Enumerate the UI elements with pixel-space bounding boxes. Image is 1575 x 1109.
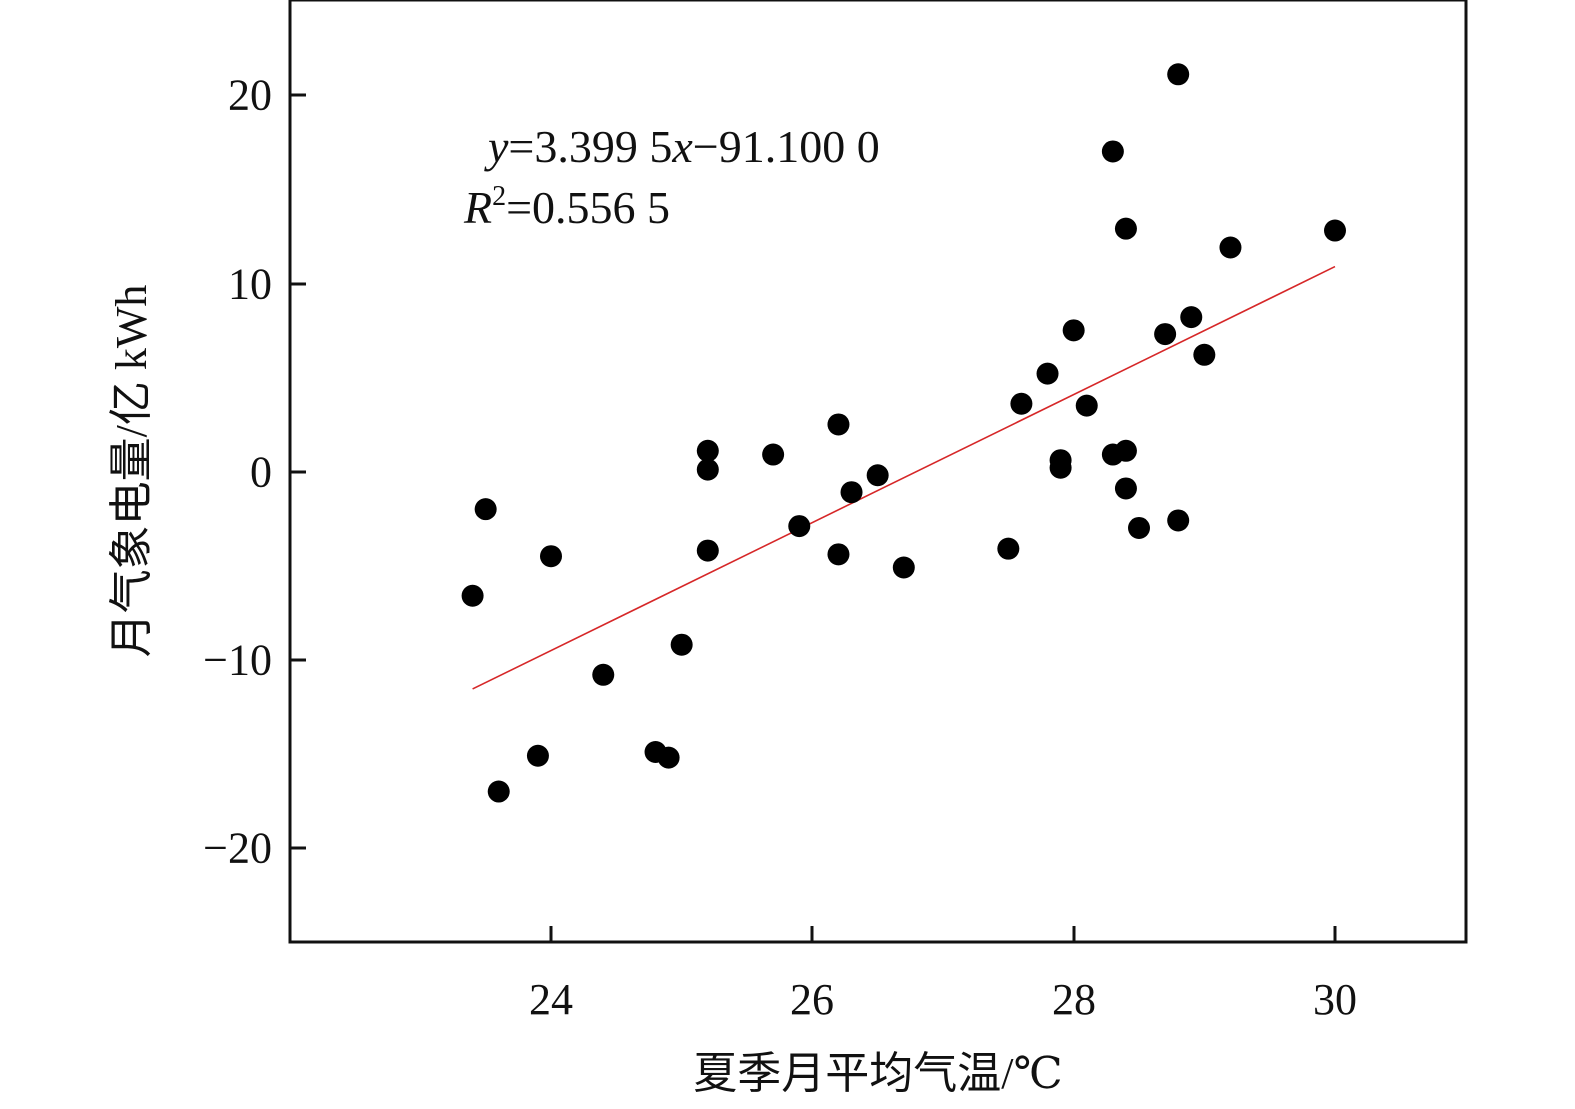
data-point [487, 780, 510, 803]
data-point [1180, 306, 1203, 329]
data-point [696, 439, 719, 462]
data-point [1036, 362, 1059, 385]
data-point [1010, 392, 1033, 415]
y-tick-label: 10 [228, 260, 272, 309]
regression-equation: y=3.399 5x−91.100 0 [484, 121, 880, 172]
y-axis-title: 月气象电量/亿 kWh [107, 285, 156, 658]
equation-y-var: y [484, 121, 509, 172]
data-point [892, 556, 915, 579]
data-point [1101, 140, 1124, 163]
data-point [696, 458, 719, 481]
y-tick-label: 20 [228, 71, 272, 120]
equation-intercept: −91.100 0 [693, 121, 880, 172]
data-point [1219, 236, 1242, 259]
x-tick-label: 24 [529, 975, 573, 1024]
data-point [1128, 516, 1150, 539]
data-points-layer [461, 63, 1346, 803]
x-tick-label: 26 [790, 975, 834, 1024]
data-point [1114, 477, 1137, 500]
data-point [696, 539, 719, 562]
data-point [1193, 343, 1216, 366]
data-point [1154, 323, 1177, 346]
y-axis: 20 10 0 −10 −20 [203, 71, 306, 873]
x-tick-label: 28 [1052, 975, 1096, 1024]
data-point [762, 443, 785, 466]
data-point [1324, 219, 1346, 242]
data-point [1075, 394, 1098, 417]
data-point [997, 537, 1020, 560]
data-point [840, 481, 863, 504]
equation-coefficient: =3.399 5 [508, 121, 672, 172]
data-point [1062, 319, 1085, 342]
r-squared: R2=0.556 5 [463, 181, 670, 233]
data-point [827, 543, 850, 566]
data-point [788, 515, 811, 538]
data-point [461, 584, 484, 607]
y-tick-label: −20 [203, 824, 272, 873]
r-squared-value: =0.556 5 [506, 182, 670, 233]
data-point [657, 746, 680, 769]
x-axis-title: 夏季月平均气温/℃ [693, 1049, 1062, 1098]
data-point [474, 498, 497, 521]
data-point [540, 545, 562, 568]
data-point [1049, 456, 1072, 479]
equation-x-var: x [671, 121, 693, 172]
r-squared-var: R [463, 182, 492, 233]
x-tick-label: 30 [1313, 975, 1357, 1024]
data-point [526, 744, 549, 767]
data-point [1114, 217, 1137, 240]
y-tick-label: 0 [250, 448, 272, 497]
regression-fit-line [472, 265, 1336, 690]
data-point [670, 633, 693, 656]
data-point [1114, 439, 1137, 462]
fit-line-layer [472, 265, 1336, 690]
x-axis: 24 26 28 30 [529, 926, 1357, 1024]
data-point [827, 413, 850, 436]
data-point [1167, 63, 1190, 86]
data-point [1167, 509, 1190, 532]
r-squared-superscript: 2 [492, 181, 506, 212]
data-point [866, 464, 889, 487]
y-tick-label: −10 [203, 636, 272, 685]
data-point [592, 663, 615, 686]
